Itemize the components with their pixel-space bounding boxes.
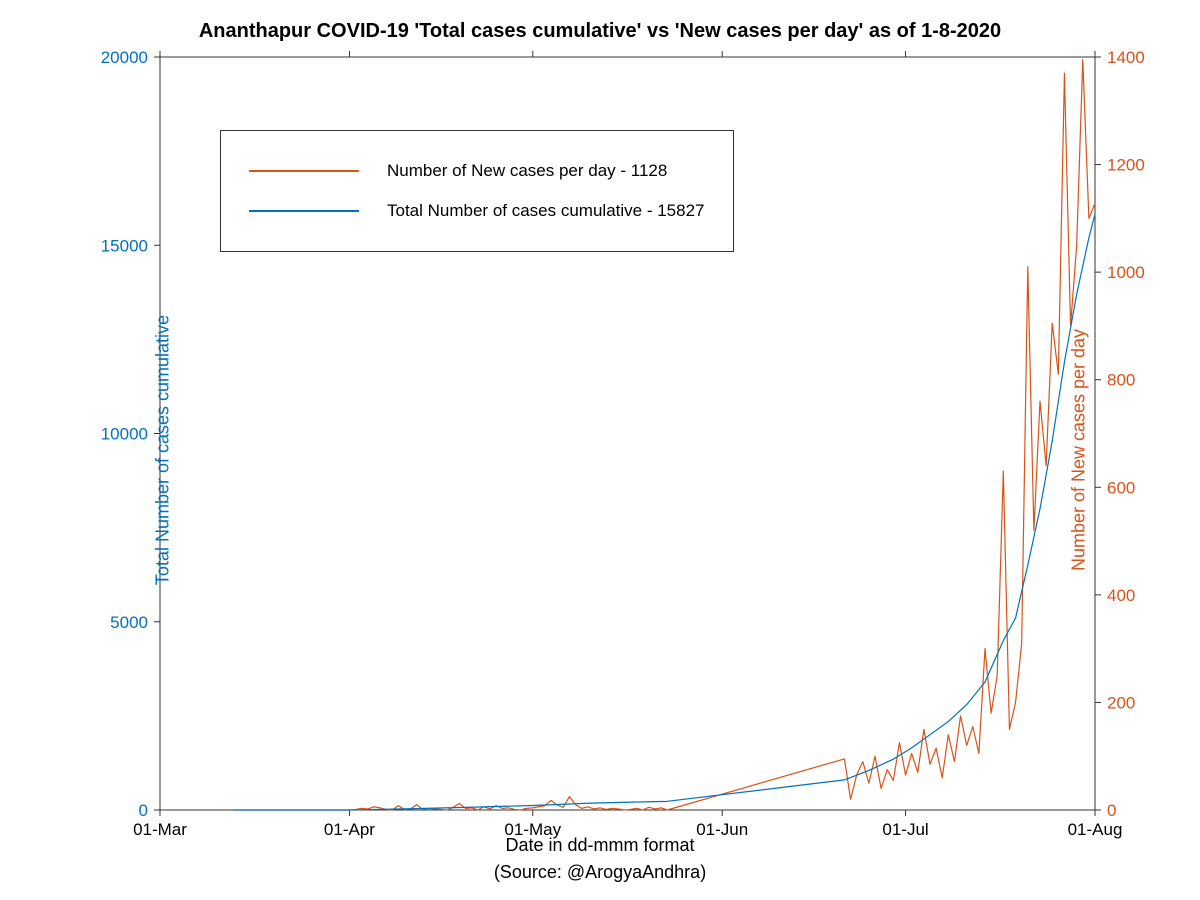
svg-text:5000: 5000 [110, 613, 148, 632]
svg-text:200: 200 [1107, 693, 1135, 712]
legend-item: Number of New cases per day - 1128 [249, 155, 705, 187]
legend-label: Number of New cases per day - 1128 [387, 161, 667, 181]
xlabel-line2: (Source: @ArogyaAndhra) [494, 862, 706, 882]
legend-item: Total Number of cases cumulative - 15827 [249, 195, 705, 227]
svg-text:1000: 1000 [1107, 263, 1145, 282]
svg-text:0: 0 [139, 801, 148, 820]
svg-text:1400: 1400 [1107, 48, 1145, 67]
svg-text:20000: 20000 [101, 48, 148, 67]
y-axis-left-label: Total Number of cases cumulative [153, 315, 174, 585]
svg-text:10000: 10000 [101, 425, 148, 444]
legend-label: Total Number of cases cumulative - 15827 [387, 201, 705, 221]
x-axis-label: Date in dd-mmm format (Source: @ArogyaAn… [0, 832, 1200, 886]
legend-line-swatch [249, 170, 359, 171]
svg-text:1200: 1200 [1107, 156, 1145, 175]
svg-text:600: 600 [1107, 478, 1135, 497]
svg-text:0: 0 [1107, 801, 1116, 820]
svg-text:15000: 15000 [101, 236, 148, 255]
chart-container: Ananthapur COVID-19 'Total cases cumulat… [0, 0, 1200, 900]
xlabel-line1: Date in dd-mmm format [505, 835, 694, 855]
y-axis-right-label: Number of New cases per day [1068, 329, 1089, 571]
svg-text:400: 400 [1107, 586, 1135, 605]
legend: Number of New cases per day - 1128 Total … [220, 130, 734, 252]
svg-text:800: 800 [1107, 371, 1135, 390]
legend-line-swatch [249, 210, 359, 211]
